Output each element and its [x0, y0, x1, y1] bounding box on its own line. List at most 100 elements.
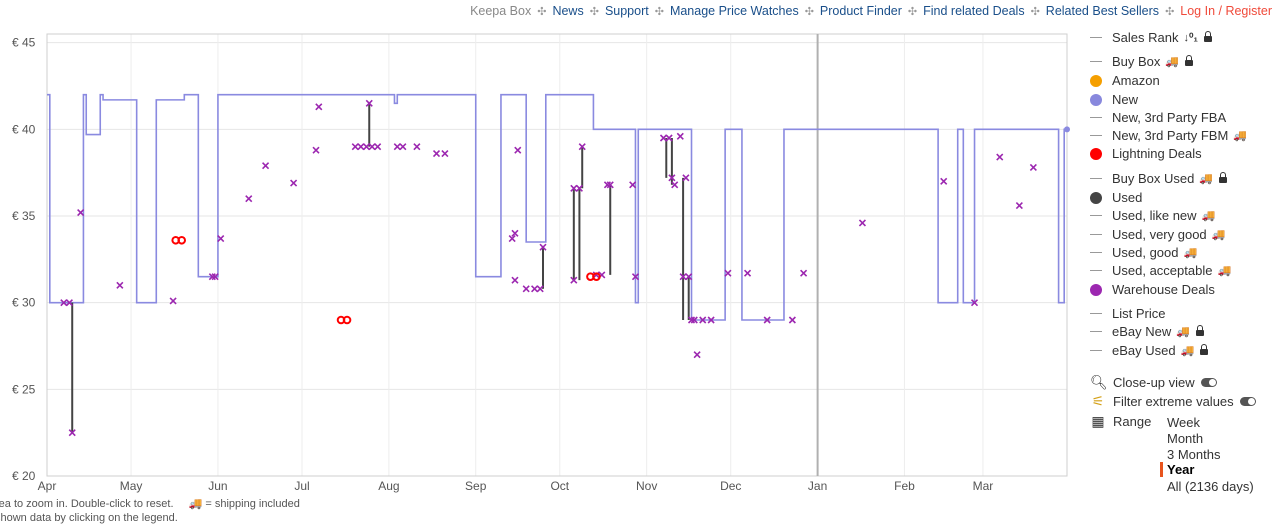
x-tick-label: Apr [38, 479, 57, 493]
y-tick-label: € 45 [12, 36, 36, 50]
warehouse-deal-point [393, 143, 401, 151]
nav-separator-icon: ✣ [537, 5, 547, 18]
warehouse-deal-point [659, 134, 668, 142]
warehouse-deal-point [522, 285, 530, 293]
range-option-month[interactable]: Month [1167, 431, 1204, 446]
warehouse-deal-point [368, 143, 376, 151]
legend-item-new-3rd-party-fba[interactable]: New, 3rd Party FBA [1090, 110, 1226, 125]
nav-link-related-best-sellers[interactable]: Related Best Sellers [1045, 4, 1160, 18]
warehouse-deal-point [724, 269, 732, 277]
legend-item-ebay-new[interactable]: eBay New 🚚 [1090, 324, 1204, 339]
filter-icon: ⚟ [1091, 393, 1105, 409]
warehouse-deal-point [682, 174, 690, 182]
legend-item-amazon[interactable]: Amazon [1090, 73, 1160, 88]
warehouse-deal-point [536, 285, 544, 293]
nav-separator-icon: ✣ [1165, 5, 1175, 18]
magnifier-icon: 🔍︎ [1090, 374, 1108, 390]
zoom-hint: rea to zoom in. Double-click to reset. 🚚… [0, 497, 300, 510]
warehouse-deal-point [315, 103, 323, 111]
warehouse-deal-point [357, 143, 365, 151]
nav-link-news[interactable]: News [552, 4, 584, 18]
legend-label: New, 3rd Party FBA [1112, 110, 1227, 125]
legend-item-list-price[interactable]: List Price [1090, 306, 1165, 321]
truck-icon: 🚚 [1183, 247, 1198, 259]
warehouse-deal-point [679, 273, 687, 281]
nav-link-manage-price-watches[interactable]: Manage Price Watches [669, 4, 799, 18]
legend-line-icon [1090, 270, 1102, 271]
toggle-switch[interactable] [1239, 397, 1256, 406]
toggle-switch[interactable] [1200, 378, 1217, 387]
legend-item-used-very-good[interactable]: Used, very good 🚚 [1090, 227, 1225, 242]
chart-svg[interactable]: € 20 € 25 € 30 € 35 € 40 € 45 Apr May Jun Jul Aug S… [0, 30, 1085, 500]
warehouse-deal-point [374, 143, 382, 151]
legend-item-sales-rank[interactable]: Sales Rank ↓⁰₁ [1090, 30, 1212, 45]
tool-close-up-view[interactable]: 🔍︎ Close-up view [1090, 374, 1217, 391]
warehouse-deal-point [693, 351, 701, 359]
truck-icon: 🚚 [1176, 326, 1190, 338]
shipping-hint-text: = shipping included [205, 498, 300, 510]
legend-label: Warehouse Deals [1112, 282, 1215, 297]
warehouse-deal-point [312, 146, 320, 154]
warehouse-deal-point [508, 234, 516, 243]
nav-separator-icon: ✣ [589, 5, 599, 18]
legend-line-icon [1090, 135, 1102, 136]
range-option-year[interactable]: Year [1160, 462, 1194, 477]
warehouse-deal-point [570, 184, 578, 192]
nav-link-product-finder[interactable]: Product Finder [819, 4, 902, 18]
nav-link-log-in-register[interactable]: Log In / Register [1180, 4, 1272, 18]
tool-label: Filter extreme values [1113, 394, 1234, 409]
range-option-week[interactable]: Week [1167, 415, 1200, 430]
legend-item-warehouse-deals[interactable]: Warehouse Deals [1090, 282, 1215, 297]
warehouse-deal-point [245, 195, 253, 203]
nav-link-find-related-deals[interactable]: Find related Deals [923, 4, 1025, 18]
nav-link-keepa-box[interactable]: Keepa Box [470, 4, 532, 18]
legend-line-icon [1090, 350, 1102, 351]
legend-item-used-like-new[interactable]: Used, like new 🚚 [1090, 208, 1215, 223]
warehouse-deal-point [365, 99, 373, 107]
legend-dot-icon [1090, 283, 1102, 296]
legend-item-lightning-deals[interactable]: Lightning Deals [1090, 146, 1202, 161]
legend-line-icon [1090, 331, 1102, 332]
legend-item-used[interactable]: Used [1090, 190, 1142, 205]
warehouse-deal-point [671, 181, 679, 189]
warehouse-deal-point [996, 153, 1004, 161]
legend-label: Amazon [1112, 73, 1160, 88]
legend-item-ebay-used[interactable]: eBay Used 🚚 [1090, 343, 1209, 358]
legend-item-used-good[interactable]: Used, good 🚚 [1090, 245, 1197, 260]
price-history-chart[interactable]: € 20 € 25 € 30 € 35 € 40 € 45 Apr May Jun Jul Aug S… [0, 30, 1085, 500]
warehouse-deal-point [116, 281, 124, 289]
legend-label: New, 3rd Party FBM [1112, 128, 1229, 143]
warehouse-deal-point [690, 316, 698, 324]
legend-dot-icon [1090, 191, 1102, 204]
warehouse-deal-point [77, 208, 85, 217]
legend-item-new-3rd-party-fbm[interactable]: New, 3rd Party FBM 🚚 [1090, 128, 1247, 143]
x-tick-label: Jul [294, 479, 309, 493]
warehouse-deal-point [668, 174, 676, 182]
tool-filter-extreme-values[interactable]: ⚟ Filter extreme values [1090, 393, 1256, 410]
warehouse-deal-point [351, 143, 359, 151]
warehouse-deal-point [1029, 163, 1037, 172]
warehouse-deal-point [531, 285, 539, 293]
x-tick-label: Aug [378, 479, 399, 493]
y-tick-label: € 35 [12, 209, 36, 223]
warehouse-deal-point [603, 181, 612, 189]
warehouse-deal-point [262, 162, 270, 170]
legend-item-buy-box-used[interactable]: Buy Box Used 🚚 [1090, 171, 1228, 186]
x-tick-label: Feb [894, 479, 915, 493]
x-tick-label: Jun [208, 479, 227, 493]
range-option-all-2136-days-[interactable]: All (2136 days) [1167, 479, 1254, 494]
legend-label: Used [1112, 190, 1143, 205]
warehouse-deal-point [676, 132, 684, 140]
legend-item-used-acceptable[interactable]: Used, acceptable 🚚 [1090, 263, 1231, 278]
warehouse-deal-point [800, 269, 808, 277]
warehouse-deal-point [685, 273, 693, 281]
lock-icon [1185, 54, 1194, 66]
legend-item-new[interactable]: New [1090, 92, 1138, 107]
legend-item-buy-box[interactable]: Buy Box 🚚 [1090, 54, 1194, 69]
range-option-3-months[interactable]: 3 Months [1167, 447, 1221, 462]
nav-link-support[interactable]: Support [604, 4, 649, 18]
x-tick-label: Jan [808, 479, 827, 493]
warehouse-deal-point [169, 297, 177, 305]
warehouse-deal-point [511, 229, 519, 237]
y-tick-label: € 25 [12, 382, 36, 396]
